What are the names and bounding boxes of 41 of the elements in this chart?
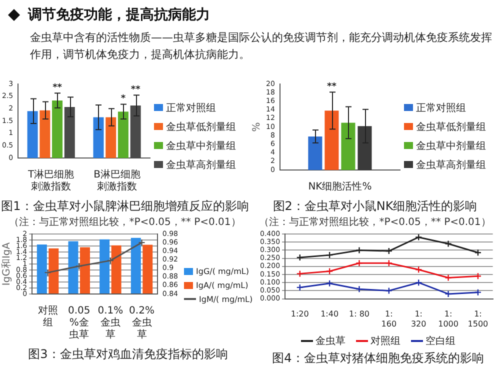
legend-label: 金虫草高剂量组 <box>416 158 486 172</box>
legend-label: IgM/( mg/mL) <box>199 294 253 304</box>
legend-label: 金虫草低剂量组 <box>416 120 486 134</box>
data-label: * <box>120 94 126 104</box>
data-label: ** <box>52 82 62 93</box>
x-tick-label: 1:20 <box>290 310 309 319</box>
text: （注：与正常对照组比较，*P<0.05，** P<0.01） <box>258 216 492 229</box>
text: 图4：金虫草对猪体细胞免疫系统的影响 <box>271 350 485 367</box>
x-tick-label: 1:40 <box>320 310 339 319</box>
text: 调节免疫功能，提高抗病能力 <box>28 6 210 24</box>
legend-label: 金虫草高剂量组 <box>166 158 236 172</box>
data-label: ** <box>130 84 141 95</box>
x-tick-label: T淋巴细胞刺激指数 <box>27 168 74 193</box>
x-tick-label: 1: 1500 <box>468 310 488 328</box>
x-tick-label: 0.05%金虫草 <box>68 306 90 341</box>
x-tick-label: NK细胞活性% <box>308 180 372 193</box>
legend-label: IgA/( mg/mL) <box>196 280 248 290</box>
legend-label: 金虫草中剂量组 <box>166 140 236 152</box>
legend-label: 正常对照组 <box>416 102 466 114</box>
y-axis-title: IgG和IgA <box>0 242 13 286</box>
x-tick-label: 1: 80 <box>348 310 370 319</box>
legend-label: 金虫草低剂量组 <box>166 120 236 134</box>
x-tick-label: 1: 320 <box>410 310 426 328</box>
text: 图2：金虫草对小鼠NK细胞活性的影响 <box>272 198 478 215</box>
x-tick-label: 1: 160 <box>381 310 397 328</box>
data-label: ** <box>326 82 337 92</box>
legend-label: 金虫草中剂量组 <box>416 140 486 152</box>
x-tick-label: 0.2%金虫草 <box>129 306 154 341</box>
text: 图3：金虫草对鸡血清免疫指标的影响 <box>27 346 229 363</box>
legend-label: 正常对照组 <box>166 102 216 114</box>
x-tick-label: 0.1%金虫草 <box>98 306 124 341</box>
text: 图1：金虫草对小鼠脾淋巴细胞增殖反应的影响 <box>0 198 250 215</box>
x-tick-label: 对照组 <box>38 304 58 329</box>
y-axis-title: % <box>252 122 263 132</box>
x-tick-label: B淋巴细胞刺激指数 <box>94 168 140 193</box>
text: 金虫草中含有的活性物质——虫草多糖是国际公认的免疫调节剂，能充分调动机体免疫系统发挥作用，调节机体免疫力，提高机体抗病能力。 <box>30 30 492 63</box>
legend-label: IgG/( mg/mL) <box>196 266 249 276</box>
legend-label: 空白组 <box>426 334 456 348</box>
x-tick-label: 1: 1000 <box>438 310 458 328</box>
legend-label: 金虫草 <box>316 334 346 348</box>
text: （注：与正常对照组比较，*P<0.05，** P<0.01） <box>8 216 242 229</box>
